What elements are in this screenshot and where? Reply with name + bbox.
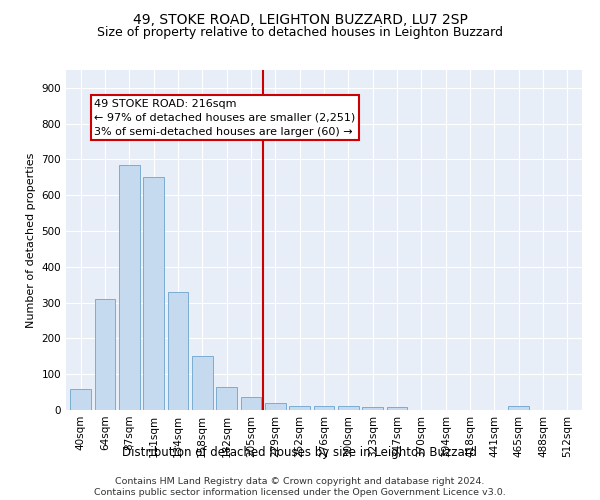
Bar	[143, 178, 164, 410]
Text: 49, STOKE ROAD, LEIGHTON BUZZARD, LU7 2SP: 49, STOKE ROAD, LEIGHTON BUZZARD, LU7 2S…	[133, 12, 467, 26]
Bar	[70, 388, 91, 410]
Bar	[241, 398, 262, 410]
Bar	[167, 292, 188, 410]
Text: Contains public sector information licensed under the Open Government Licence v3: Contains public sector information licen…	[94, 488, 506, 497]
Bar	[386, 407, 407, 410]
Bar	[119, 165, 140, 410]
Bar	[216, 386, 237, 410]
Y-axis label: Number of detached properties: Number of detached properties	[26, 152, 36, 328]
Text: Size of property relative to detached houses in Leighton Buzzard: Size of property relative to detached ho…	[97, 26, 503, 39]
Bar	[314, 406, 334, 410]
Bar	[508, 406, 529, 410]
Bar	[338, 406, 359, 410]
Bar	[95, 299, 115, 410]
Text: Distribution of detached houses by size in Leighton Buzzard: Distribution of detached houses by size …	[122, 446, 478, 459]
Bar	[289, 406, 310, 410]
Text: 49 STOKE ROAD: 216sqm
← 97% of detached houses are smaller (2,251)
3% of semi-de: 49 STOKE ROAD: 216sqm ← 97% of detached …	[94, 98, 355, 136]
Bar	[362, 407, 383, 410]
Text: Contains HM Land Registry data © Crown copyright and database right 2024.: Contains HM Land Registry data © Crown c…	[115, 476, 485, 486]
Bar	[265, 403, 286, 410]
Bar	[192, 356, 212, 410]
